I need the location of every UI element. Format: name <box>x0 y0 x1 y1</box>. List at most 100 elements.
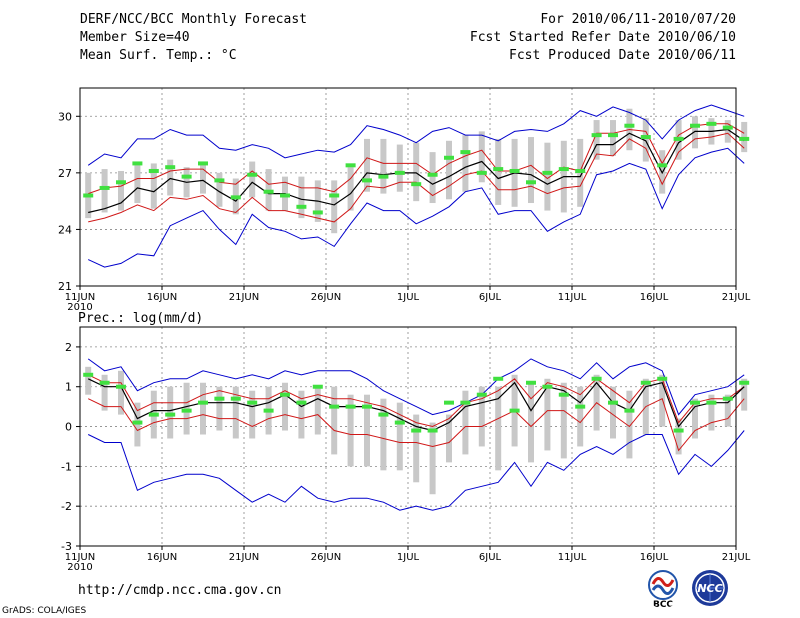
prec-ytick-label-0: -3 <box>61 540 72 553</box>
prec-observed-marker-26 <box>509 408 520 413</box>
temp-xtick-label-4: 1JUL <box>397 292 420 303</box>
prec-observed-marker-14 <box>312 384 323 389</box>
temp-observed-marker-11 <box>263 189 274 194</box>
temp-observed-marker-36 <box>673 136 684 141</box>
prec-spread-bar-33 <box>626 390 633 459</box>
temp-spread-bar-16 <box>347 167 354 211</box>
prec-spread-bar-15 <box>331 386 338 455</box>
prec-spread-bar-2 <box>118 370 124 415</box>
prec-spread-bar-32 <box>610 386 616 439</box>
prec-spread-bar-17 <box>364 394 370 467</box>
prec-observed-marker-36 <box>673 428 684 433</box>
temp-ytick-label-0: 21 <box>58 280 72 293</box>
temp-spread-bar-25 <box>495 138 502 205</box>
prec-spread-bar-8 <box>216 386 223 431</box>
prec-upper-line <box>87 374 745 428</box>
temp-observed-marker-1 <box>99 185 110 190</box>
temp-observed-marker-26 <box>509 168 520 173</box>
temp-observed-marker-7 <box>198 161 208 166</box>
temp-observed-marker-9 <box>230 195 241 200</box>
temp-spread-bar-24 <box>478 131 485 183</box>
prec-observed-marker-33 <box>624 408 635 413</box>
prec-observed-marker-19 <box>394 420 405 425</box>
prec-mean-line <box>87 378 745 432</box>
prec-xtick-sublabel-0: 2010 <box>67 562 92 573</box>
prec-observed-marker-39 <box>722 396 733 401</box>
temp-ytick-label-3: 30 <box>58 110 72 123</box>
prec-spread-bar-27 <box>528 382 534 463</box>
temp-spread-bar-17 <box>364 138 370 192</box>
temp-max-line <box>87 104 745 166</box>
temp-observed-marker-32 <box>608 133 618 138</box>
temp-observed-marker-4 <box>148 168 159 173</box>
prec-observed-marker-34 <box>640 380 651 385</box>
prec-spread-bar-35 <box>659 374 666 427</box>
prec-xtick-label-7: 16JUL <box>640 552 669 563</box>
temp-observed-marker-40 <box>739 136 750 141</box>
temp-observed-marker-5 <box>165 165 176 170</box>
temp-spread-bar-19 <box>396 144 403 192</box>
prec-observed-marker-5 <box>165 412 176 417</box>
prec-observed-marker-16 <box>345 404 356 409</box>
precip-panel-title: Prec.: log(mm/d) <box>78 311 204 326</box>
prec-observed-marker-13 <box>296 400 307 405</box>
temp-spread-bar-5 <box>167 159 174 196</box>
temp-observed-marker-39 <box>722 125 733 130</box>
temp-observed-marker-33 <box>624 123 635 128</box>
prec-spread-bar-20 <box>413 414 420 483</box>
temp-spread-bar-8 <box>216 172 223 207</box>
prec-observed-marker-32 <box>608 400 618 405</box>
temp-observed-marker-3 <box>132 161 143 166</box>
prec-spread-bar-13 <box>298 390 305 439</box>
prec-xtick-label-3: 26JUN <box>311 552 341 563</box>
temp-observed-marker-6 <box>181 174 192 179</box>
temp-xtick-label-3: 26JUN <box>311 292 341 303</box>
forecast-start-date: Fcst Started Refer Date 2010/06/10 <box>469 30 736 45</box>
temp-observed-marker-12 <box>280 193 290 198</box>
forecast-period: For 2010/06/11-2010/07/20 <box>540 12 736 27</box>
temp-observed-marker-34 <box>640 135 651 140</box>
prec-observed-marker-31 <box>591 376 602 381</box>
prec-spread-bar-14 <box>314 386 321 435</box>
temp-observed-marker-22 <box>444 155 454 160</box>
temp-observed-marker-2 <box>116 180 126 185</box>
temp-spread-bar-10 <box>249 161 256 198</box>
prec-observed-marker-7 <box>198 400 208 405</box>
temp-observed-marker-35 <box>657 163 668 168</box>
bcc-logo: BCC <box>648 570 678 608</box>
temp-xtick-label-8: 21JUL <box>722 292 751 303</box>
temp-spread-bar-15 <box>331 180 338 234</box>
prec-observed-marker-8 <box>214 396 225 401</box>
prec-spread-bar-37 <box>692 398 698 439</box>
temp-xtick-label-5: 6JUL <box>479 292 502 303</box>
prec-observed-marker-21 <box>427 428 438 433</box>
prec-ytick-label-1: -2 <box>61 500 72 513</box>
temp-observed-marker-18 <box>378 174 389 179</box>
temp-observed-marker-15 <box>329 193 340 198</box>
prec-observed-marker-2 <box>116 384 126 389</box>
temp-observed-marker-14 <box>312 210 323 215</box>
temp-observed-marker-28 <box>542 170 553 175</box>
temp-observed-marker-24 <box>476 170 487 175</box>
forecast-produced-date: Fcst Produced Date 2010/06/11 <box>509 48 736 63</box>
website-url[interactable]: http://cmdp.ncc.cma.gov.cn <box>78 583 282 598</box>
prec-spread-bar-0 <box>85 366 92 395</box>
prec-xtick-label-2: 21JUN <box>229 552 259 563</box>
prec-spread-bar-40 <box>741 378 748 411</box>
prec-observed-marker-28 <box>542 384 553 389</box>
prec-ytick-label-2: -1 <box>61 460 72 473</box>
temp-spread-bar-13 <box>298 176 305 219</box>
temp-observed-marker-30 <box>575 168 586 173</box>
bcc-logo-text: BCC <box>653 600 673 608</box>
temp-observed-marker-29 <box>558 167 569 172</box>
temp-observed-marker-20 <box>411 182 422 187</box>
prec-spread-bar-25 <box>495 386 502 471</box>
prec-observed-marker-4 <box>148 412 159 417</box>
prec-observed-marker-30 <box>575 404 586 409</box>
ncc-logo: NCC <box>692 570 728 606</box>
temp-observed-marker-0 <box>83 193 94 198</box>
temp-frame <box>79 87 737 287</box>
temp-spread-bar-4 <box>150 163 157 209</box>
